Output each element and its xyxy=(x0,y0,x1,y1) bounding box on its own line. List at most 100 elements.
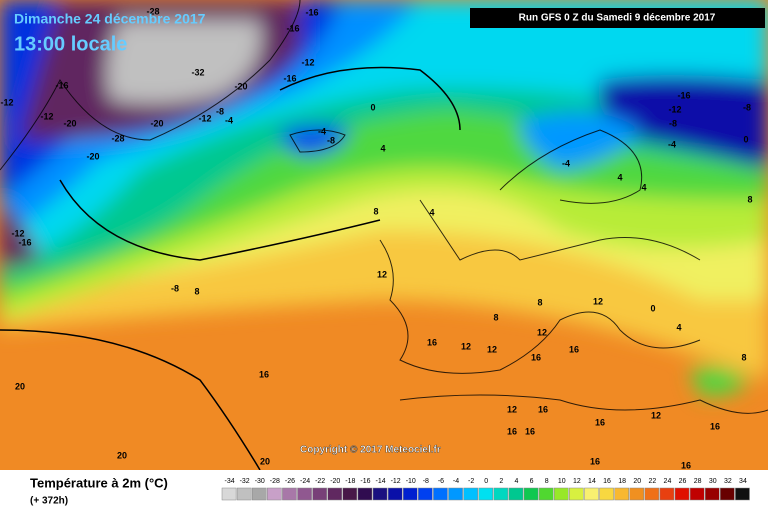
colorbar-label: -2 xyxy=(468,478,474,485)
colorbar-label: 30 xyxy=(709,478,717,485)
colorbar-swatch xyxy=(493,487,509,501)
contour-label: 12 xyxy=(651,410,661,420)
colorbar-label: -16 xyxy=(360,478,370,485)
colorbar-label: 2 xyxy=(499,478,503,485)
contour-label: 20 xyxy=(15,381,25,391)
contour-label: -20 xyxy=(150,118,163,128)
contour-label: 16 xyxy=(595,417,605,427)
colorbar-swatch xyxy=(569,487,584,501)
contour-label: 20 xyxy=(117,450,127,460)
colorbar-swatch xyxy=(267,487,282,501)
colorbar-label: -22 xyxy=(315,478,325,485)
contour-label: -4 xyxy=(225,115,233,125)
colorbar-label: -18 xyxy=(345,478,355,485)
contour-label: 12 xyxy=(461,341,471,351)
colorbar-label: 18 xyxy=(618,478,626,485)
colorbar-swatch xyxy=(674,487,690,501)
colorbar: -34 -32 -30 -28 -26 -24 -22 -20 -18 -16 -14 -12 -10-… xyxy=(221,478,750,501)
colorbar-label: -32 xyxy=(240,478,250,485)
colorbar-swatch xyxy=(327,487,343,501)
colorbar-swatch xyxy=(614,487,629,501)
contour-label: 16 xyxy=(507,426,517,436)
run-banner xyxy=(470,8,765,28)
contour-label: -12 xyxy=(301,57,314,67)
contour-label: -8 xyxy=(171,283,179,293)
contour-label: 16 xyxy=(538,404,548,414)
colorbar-swatch xyxy=(297,487,312,501)
colorbar-label: 4 xyxy=(514,478,518,485)
colorbar-swatch xyxy=(342,487,358,501)
colorbar-label: 10 xyxy=(558,478,566,485)
contour-label: 4 xyxy=(641,182,646,192)
contour-label: -12 xyxy=(11,228,24,238)
contour-label: 8 xyxy=(741,352,746,362)
colorbar-label: -8 xyxy=(423,478,429,485)
contour-label: -8 xyxy=(669,118,677,128)
contour-label: 12 xyxy=(487,344,497,354)
contour-label: -12 xyxy=(198,113,211,123)
colorbar-swatch xyxy=(644,487,660,501)
contour-label: -16 xyxy=(286,23,299,33)
colorbar-label: 0 xyxy=(484,478,488,485)
colorbar-swatch xyxy=(523,487,539,501)
colorbar-swatch xyxy=(251,487,267,501)
contour-label: 4 xyxy=(676,322,681,332)
contour-label: 12 xyxy=(377,269,387,279)
contour-label: 8 xyxy=(537,297,542,307)
colorbar-label: -24 xyxy=(300,478,310,485)
contour-labels: -16-16-12-16-28-32-20-8-12 -4-20-28-20-16… xyxy=(0,6,752,470)
colorbar-swatch xyxy=(418,487,433,501)
contour-label: 16 xyxy=(531,352,541,362)
contour-label: 0 xyxy=(650,303,655,313)
colorbar-swatch xyxy=(236,487,252,501)
contour-label: 20 xyxy=(260,456,270,466)
contour-label: 0 xyxy=(370,102,375,112)
colorbar-swatch xyxy=(478,487,494,501)
contour-label: 8 xyxy=(747,194,752,204)
contour-label: -12 xyxy=(668,104,681,114)
colorbar-label: -26 xyxy=(285,478,295,485)
colorbar-swatch xyxy=(221,487,237,501)
colorbar-swatch xyxy=(720,487,735,501)
colorbar-swatch xyxy=(538,487,554,501)
run-info: Run GFS 0 Z du Samedi 9 décembre 2017 xyxy=(519,13,716,24)
colorbar-label: 12 xyxy=(573,478,581,485)
contour-label: -16 xyxy=(55,80,68,90)
colorbar-swatch xyxy=(448,487,463,501)
copyright: Copyright © 2017 Meteociel.fr xyxy=(300,445,441,456)
contour-label: -20 xyxy=(234,81,247,91)
colorbar-swatch xyxy=(433,487,448,501)
colorbar-swatch xyxy=(372,487,388,501)
contour-label: -16 xyxy=(677,90,690,100)
forecast-time: 13:00 locale xyxy=(14,33,127,55)
colorbar-label: 32 xyxy=(724,478,732,485)
contour-label: 16 xyxy=(259,369,269,379)
colorbar-label: -4 xyxy=(453,478,459,485)
colorbar-label: -10 xyxy=(406,478,416,485)
colorbar-swatch xyxy=(659,487,675,501)
colorbar-label: 24 xyxy=(664,478,672,485)
contour-label: -20 xyxy=(63,118,76,128)
legend-title: Température à 2m (°C) xyxy=(30,475,168,490)
colorbar-swatch xyxy=(704,487,720,501)
contour-label: 16 xyxy=(525,426,535,436)
colorbar-label: 8 xyxy=(545,478,549,485)
contour-label: -8 xyxy=(216,106,224,116)
colorbar-swatch xyxy=(599,487,614,501)
contour-label: -4 xyxy=(318,126,326,136)
contour-label: 12 xyxy=(537,327,547,337)
contour-label: -8 xyxy=(327,135,335,145)
contour-label: 16 xyxy=(710,421,720,431)
colorbar-label: 22 xyxy=(648,478,656,485)
colorbar-label: 28 xyxy=(694,478,702,485)
contour-label: -4 xyxy=(668,139,676,149)
colorbar-swatch xyxy=(312,487,327,501)
contour-label: -12 xyxy=(40,111,53,121)
colorbar-swatch xyxy=(735,487,750,501)
contour-label: -16 xyxy=(305,7,318,17)
contour-label: 12 xyxy=(593,296,603,306)
colorbar-swatch xyxy=(402,487,418,501)
colorbar-swatch xyxy=(508,487,524,501)
colorbar-label: -6 xyxy=(438,478,444,485)
